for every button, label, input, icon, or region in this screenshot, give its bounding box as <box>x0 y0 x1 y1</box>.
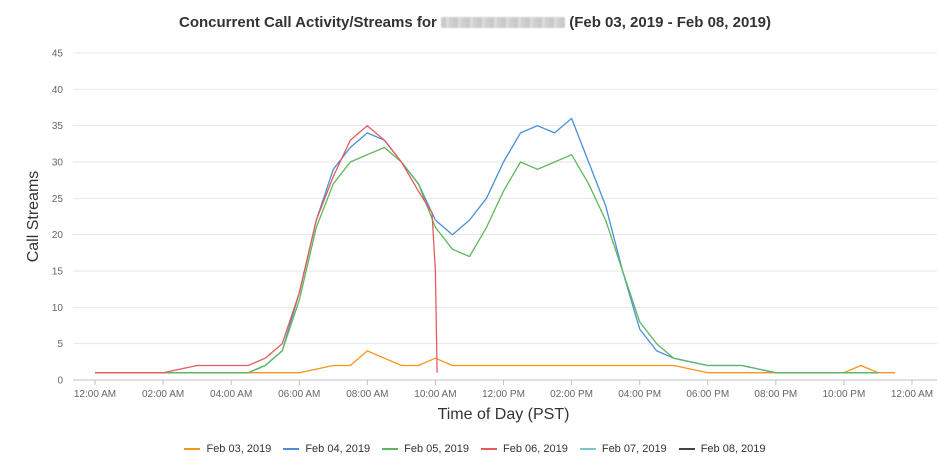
y-tick-label: 15 <box>52 267 64 278</box>
redacted-gateway-name <box>441 17 566 28</box>
legend-swatch <box>184 448 201 450</box>
legend: Feb 03, 2019 Feb 04, 2019 Feb 05, 2019 Feb … <box>0 443 950 455</box>
x-tick-label: 12:00 PM <box>482 389 525 400</box>
legend-label: Feb 07, 2019 <box>601 443 667 455</box>
x-tick-label: 04:00 AM <box>210 389 252 400</box>
legend-swatch <box>481 448 497 450</box>
x-tick-label: 02:00 PM <box>550 389 593 400</box>
series-line-1[interactable] <box>95 350 895 374</box>
y-tick-label: 30 <box>52 158 64 169</box>
legend-label: Feb 06, 2019 <box>503 443 568 455</box>
y-tick-label: 40 <box>52 85 64 96</box>
legend-item-3[interactable]: Feb 05, 2019 <box>382 443 469 455</box>
x-axis-title: Time of Day (PST) <box>438 406 570 423</box>
y-tick-label: 5 <box>57 339 63 350</box>
y-tick-label: 0 <box>57 376 63 387</box>
x-tick-label: 08:00 PM <box>754 389 797 400</box>
y-axis-title: Call Streams <box>25 171 42 263</box>
x-tick-label: 12:00 AM <box>891 389 933 400</box>
x-tick-label: 02:00 AM <box>142 389 184 400</box>
legend-swatch <box>283 448 300 450</box>
legend-item-2[interactable]: Feb 04, 2019 <box>283 443 370 455</box>
y-tick-label: 25 <box>52 194 64 205</box>
line-chart: 0 5 10 15 20 25 30 35 40 45 12:00 AM 02:00 AM 04:00 … <box>25 49 937 423</box>
chart-title: Concurrent Call Activity/Streams for (Fe… <box>0 14 950 31</box>
x-tick-label: 06:00 AM <box>278 389 320 400</box>
legend-item-4[interactable]: Feb 06, 2019 <box>481 443 568 455</box>
chart-title-prefix: Concurrent Call Activity/Streams for <box>179 14 437 31</box>
chart-title-suffix: (Feb 03, 2019 - Feb 08, 2019) <box>569 14 771 31</box>
x-tick-label: 12:00 AM <box>74 389 116 400</box>
legend-label: Feb 03, 2019 <box>206 443 272 455</box>
legend-swatch <box>382 448 399 450</box>
legend-item-6[interactable]: Feb 08, 2019 <box>678 443 766 455</box>
gridlines <box>73 52 937 345</box>
legend-label: Feb 05, 2019 <box>404 443 469 455</box>
x-tick-label: 06:00 PM <box>686 389 729 400</box>
y-tick-label: 35 <box>52 121 64 132</box>
x-tick-label: 08:00 AM <box>346 389 388 400</box>
legend-item-1[interactable]: Feb 03, 2019 <box>184 443 271 455</box>
series-line-3[interactable] <box>95 146 878 374</box>
y-tick-label: 20 <box>52 230 64 241</box>
x-tick-label: 04:00 PM <box>618 389 661 400</box>
x-tick-label: 10:00 AM <box>414 389 456 400</box>
y-tick-label: 45 <box>52 49 64 60</box>
legend-swatch <box>678 448 695 450</box>
series-lines <box>95 117 895 374</box>
tick-labels: 0 5 10 15 20 25 30 35 40 45 12:00 AM 02:00 AM 04:00 … <box>52 49 933 401</box>
series-line-4[interactable] <box>95 125 438 374</box>
x-tick-label: 10:00 PM <box>823 389 866 400</box>
legend-item-5[interactable]: Feb 07, 2019 <box>579 443 667 455</box>
y-tick-label: 10 <box>52 303 64 314</box>
legend-label: Feb 08, 2019 <box>700 443 766 455</box>
axes <box>73 379 937 385</box>
series-line-2[interactable] <box>95 117 878 374</box>
legend-label: Feb 04, 2019 <box>305 443 371 455</box>
legend-swatch <box>579 448 596 450</box>
